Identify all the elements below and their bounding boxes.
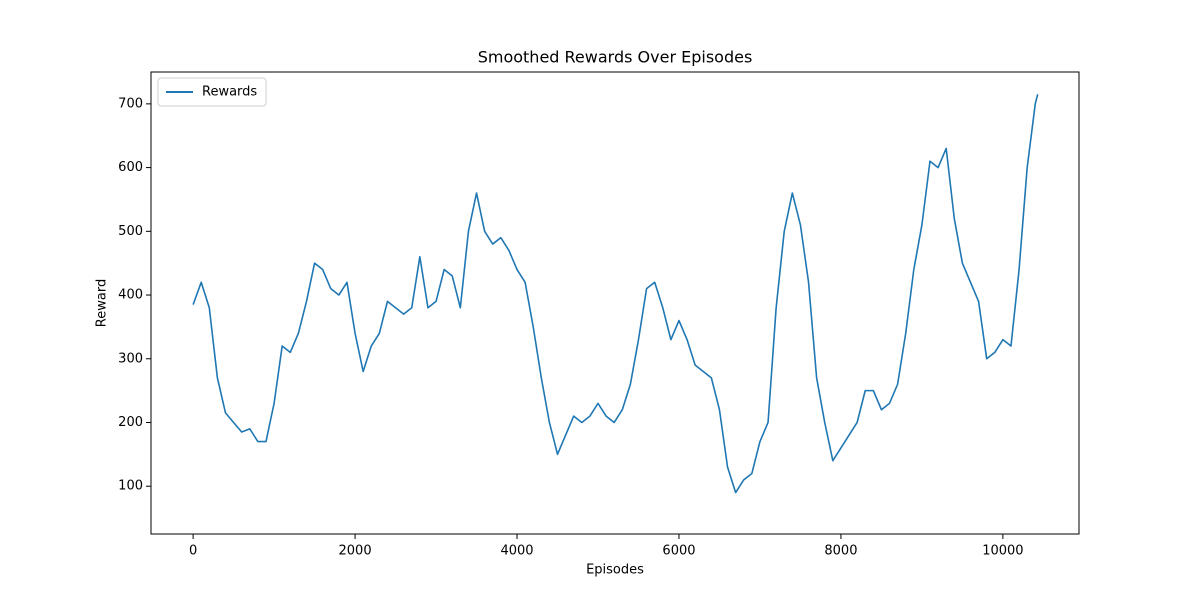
x-tick-label: 2000 (339, 544, 372, 559)
legend-box (157, 77, 267, 107)
y-axis-label: Reward (95, 279, 110, 327)
line-series (192, 94, 1039, 494)
x-tick-label: 6000 (662, 544, 695, 559)
x-tick-label: 4000 (500, 544, 533, 559)
x-axis-label: Episodes (586, 563, 644, 578)
y-tick-label: 100 (118, 479, 143, 494)
y-tick-label: 600 (118, 160, 143, 175)
y-tick-label: 200 (118, 415, 143, 430)
x-tick-label: 0 (189, 544, 197, 559)
y-tick-label: 400 (118, 288, 143, 303)
plot-frame (150, 71, 1080, 535)
x-tick-label: 8000 (824, 544, 857, 559)
y-tick-label: 500 (118, 224, 143, 239)
x-tick-label: 10000 (982, 544, 1023, 559)
y-tick-label: 700 (118, 96, 143, 111)
y-tick-label: 300 (118, 351, 143, 366)
legend-label: Rewards (202, 85, 257, 100)
chart-title: Smoothed Rewards Over Episodes (478, 48, 753, 67)
